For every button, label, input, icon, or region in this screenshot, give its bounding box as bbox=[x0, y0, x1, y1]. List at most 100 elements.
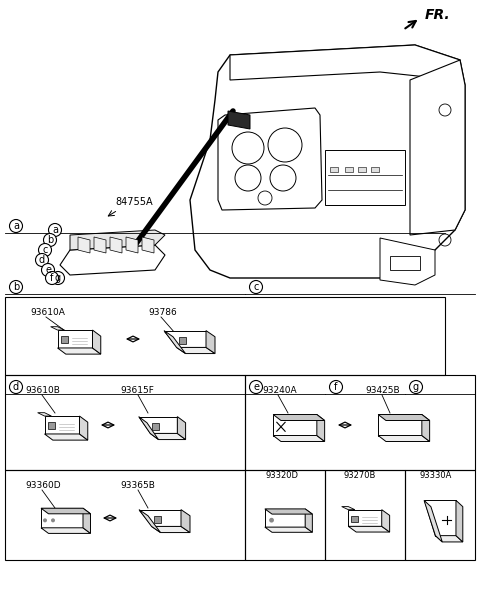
Polygon shape bbox=[80, 416, 88, 440]
Text: 93610A: 93610A bbox=[30, 308, 65, 317]
Circle shape bbox=[250, 281, 263, 293]
Polygon shape bbox=[206, 330, 215, 354]
Bar bbox=[5, 470, 245, 560]
Polygon shape bbox=[190, 45, 465, 278]
Polygon shape bbox=[70, 230, 165, 250]
Text: e: e bbox=[253, 382, 259, 392]
Polygon shape bbox=[139, 417, 177, 433]
Polygon shape bbox=[305, 509, 312, 532]
Text: 93786: 93786 bbox=[148, 308, 177, 317]
Polygon shape bbox=[164, 330, 206, 348]
Circle shape bbox=[43, 518, 47, 523]
Polygon shape bbox=[45, 416, 80, 434]
Bar bbox=[330, 167, 338, 172]
Polygon shape bbox=[380, 238, 435, 285]
Polygon shape bbox=[378, 414, 430, 421]
Circle shape bbox=[51, 518, 55, 523]
Circle shape bbox=[41, 263, 55, 276]
Polygon shape bbox=[48, 422, 55, 429]
Text: d: d bbox=[39, 255, 45, 265]
Text: 93615F: 93615F bbox=[120, 386, 154, 395]
Text: g: g bbox=[413, 382, 419, 392]
Polygon shape bbox=[58, 348, 101, 354]
Text: b: b bbox=[13, 282, 19, 292]
Circle shape bbox=[48, 223, 61, 236]
Bar bbox=[358, 167, 366, 172]
Text: a: a bbox=[13, 221, 19, 231]
Circle shape bbox=[44, 233, 57, 246]
Polygon shape bbox=[351, 516, 358, 522]
Circle shape bbox=[46, 271, 59, 284]
Polygon shape bbox=[265, 509, 305, 527]
Polygon shape bbox=[60, 245, 165, 275]
Text: e: e bbox=[45, 265, 51, 275]
Bar bbox=[5, 297, 445, 375]
Bar bbox=[245, 470, 325, 560]
Circle shape bbox=[10, 381, 23, 394]
Circle shape bbox=[269, 518, 274, 523]
Circle shape bbox=[51, 271, 64, 284]
Polygon shape bbox=[273, 435, 324, 441]
Text: 93270B: 93270B bbox=[343, 471, 375, 480]
Polygon shape bbox=[139, 417, 158, 440]
Polygon shape bbox=[110, 237, 122, 253]
Text: b: b bbox=[47, 235, 53, 245]
Polygon shape bbox=[410, 60, 465, 235]
Polygon shape bbox=[177, 348, 215, 354]
Circle shape bbox=[10, 219, 23, 233]
Circle shape bbox=[10, 281, 23, 293]
Text: 84755A: 84755A bbox=[115, 197, 153, 207]
Polygon shape bbox=[126, 237, 138, 253]
Polygon shape bbox=[94, 237, 106, 253]
Text: g: g bbox=[55, 273, 61, 283]
Polygon shape bbox=[265, 509, 312, 514]
Polygon shape bbox=[37, 413, 51, 416]
Polygon shape bbox=[177, 417, 186, 440]
Circle shape bbox=[409, 381, 422, 394]
Text: 93360D: 93360D bbox=[25, 481, 60, 490]
Text: f: f bbox=[334, 382, 338, 392]
Polygon shape bbox=[378, 435, 430, 441]
Polygon shape bbox=[164, 330, 185, 354]
Polygon shape bbox=[422, 414, 430, 441]
Polygon shape bbox=[435, 535, 463, 542]
Text: a: a bbox=[52, 225, 58, 235]
Polygon shape bbox=[45, 434, 88, 440]
Polygon shape bbox=[139, 510, 181, 526]
Polygon shape bbox=[424, 500, 456, 535]
Bar bbox=[371, 167, 379, 172]
Bar bbox=[405, 470, 475, 560]
Polygon shape bbox=[456, 500, 463, 542]
Text: 93320D: 93320D bbox=[265, 471, 298, 480]
Bar bbox=[325, 150, 405, 205]
Bar bbox=[5, 375, 245, 470]
Bar bbox=[245, 375, 475, 470]
Polygon shape bbox=[78, 237, 90, 253]
Polygon shape bbox=[424, 500, 442, 542]
Polygon shape bbox=[139, 510, 160, 532]
Text: 93330A: 93330A bbox=[419, 471, 451, 480]
Text: c: c bbox=[253, 282, 259, 292]
Polygon shape bbox=[41, 508, 83, 528]
Polygon shape bbox=[41, 528, 91, 534]
Polygon shape bbox=[230, 45, 460, 80]
Polygon shape bbox=[342, 507, 355, 510]
Polygon shape bbox=[348, 526, 390, 532]
Polygon shape bbox=[150, 433, 186, 440]
Circle shape bbox=[250, 381, 263, 394]
Bar bbox=[390, 256, 420, 270]
Polygon shape bbox=[154, 516, 161, 523]
Text: 93610B: 93610B bbox=[25, 386, 60, 395]
Text: 93425B: 93425B bbox=[365, 386, 400, 395]
Polygon shape bbox=[317, 414, 324, 441]
Text: f: f bbox=[50, 273, 54, 283]
Polygon shape bbox=[153, 423, 159, 430]
Polygon shape bbox=[41, 508, 91, 514]
Polygon shape bbox=[152, 526, 190, 532]
Polygon shape bbox=[179, 337, 186, 344]
Polygon shape bbox=[181, 510, 190, 532]
Text: 93365B: 93365B bbox=[120, 481, 155, 490]
Text: 93240A: 93240A bbox=[262, 386, 297, 395]
Polygon shape bbox=[218, 108, 322, 210]
Polygon shape bbox=[83, 508, 91, 534]
